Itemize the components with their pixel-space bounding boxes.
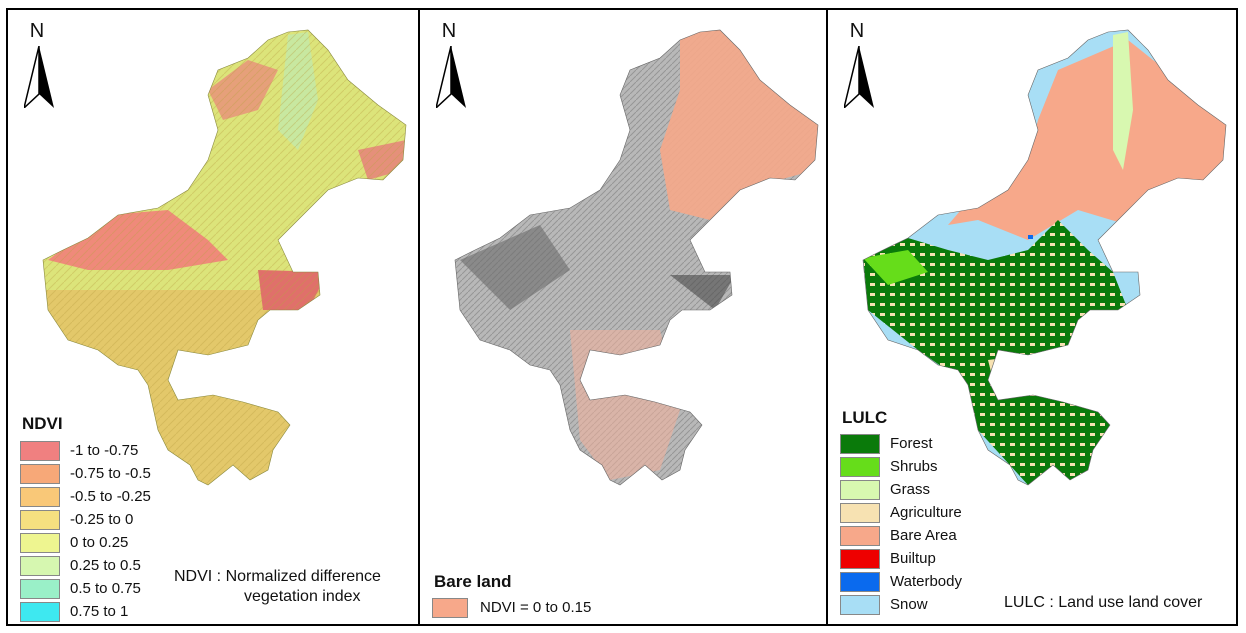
legend-label: Bare Area: [890, 527, 957, 544]
legend-swatch: [20, 533, 60, 553]
legend-swatch: [840, 480, 880, 500]
north-label: N: [849, 20, 865, 42]
legend-swatch: [840, 572, 880, 592]
legend-swatch: [840, 457, 880, 477]
lulc-panel: N LULC Forest Shrubs Grass Agriculture Bare …: [828, 10, 1236, 624]
lulc-map: [862, 29, 1227, 486]
legend-swatch: [432, 598, 468, 618]
bare-land-panel: N Bare land NDVI = 0 to 0.15: [420, 10, 828, 624]
legend-label: 0.25 to 0.5: [70, 557, 141, 574]
figure-frame: N NDVI -1 to -0.75 -0.75 to -0.5 -0.5 to -…: [6, 8, 1238, 626]
legend-label: Forest: [890, 435, 933, 452]
legend-swatch: [20, 487, 60, 507]
legend-swatch: [840, 595, 880, 615]
legend-label: 0.75 to 1: [70, 603, 129, 620]
legend-swatch: [20, 464, 60, 484]
legend-label: 0.5 to 0.75: [70, 580, 141, 597]
legend-label: -0.25 to 0: [70, 511, 134, 528]
legend-swatch: [840, 434, 880, 454]
north-arrow-icon: [24, 46, 54, 108]
ndvi-note-line2: vegetation index: [244, 588, 361, 605]
lulc-note: LULC : Land use land cover: [1004, 594, 1203, 611]
legend-label: Grass: [890, 481, 931, 498]
north-arrow: N: [436, 20, 476, 110]
legend-swatch: [840, 503, 880, 523]
legend-label: -0.75 to -0.5: [70, 465, 151, 482]
north-arrow: N: [24, 20, 64, 110]
legend-label: Waterbody: [890, 573, 962, 590]
legend-label: Snow: [890, 596, 928, 613]
north-arrow: N: [844, 20, 884, 110]
legend-label: Agriculture: [890, 504, 962, 521]
ndvi-panel: N NDVI -1 to -0.75 -0.75 to -0.5 -0.5 to -…: [8, 10, 420, 624]
north-arrow-icon: [844, 46, 874, 108]
legend-label: -0.5 to -0.25: [70, 488, 151, 505]
legend-swatch: [840, 526, 880, 546]
legend-swatch: [20, 579, 60, 599]
legend-swatch: [20, 556, 60, 576]
legend-label: Builtup: [890, 550, 936, 567]
bare-land-legend-title: Bare land: [434, 572, 512, 591]
ndvi-legend-title: NDVI: [22, 414, 63, 433]
legend-swatch: [20, 441, 60, 461]
legend-label: -1 to -0.75: [70, 442, 139, 459]
legend-swatch: [20, 602, 60, 622]
legend-label: Shrubs: [890, 458, 938, 475]
north-arrow-icon: [436, 46, 466, 108]
north-label: N: [441, 20, 457, 42]
legend-swatch: [840, 549, 880, 569]
ndvi-note-line1: NDVI : Normalized difference: [174, 568, 381, 585]
legend-swatch: [20, 510, 60, 530]
legend-label: 0 to 0.25: [70, 534, 129, 551]
lulc-legend-title: LULC: [842, 408, 888, 427]
bare-land-map: [454, 29, 819, 486]
north-label: N: [29, 20, 45, 42]
ndvi-map: [42, 29, 407, 486]
legend-label: NDVI = 0 to 0.15: [480, 599, 592, 616]
